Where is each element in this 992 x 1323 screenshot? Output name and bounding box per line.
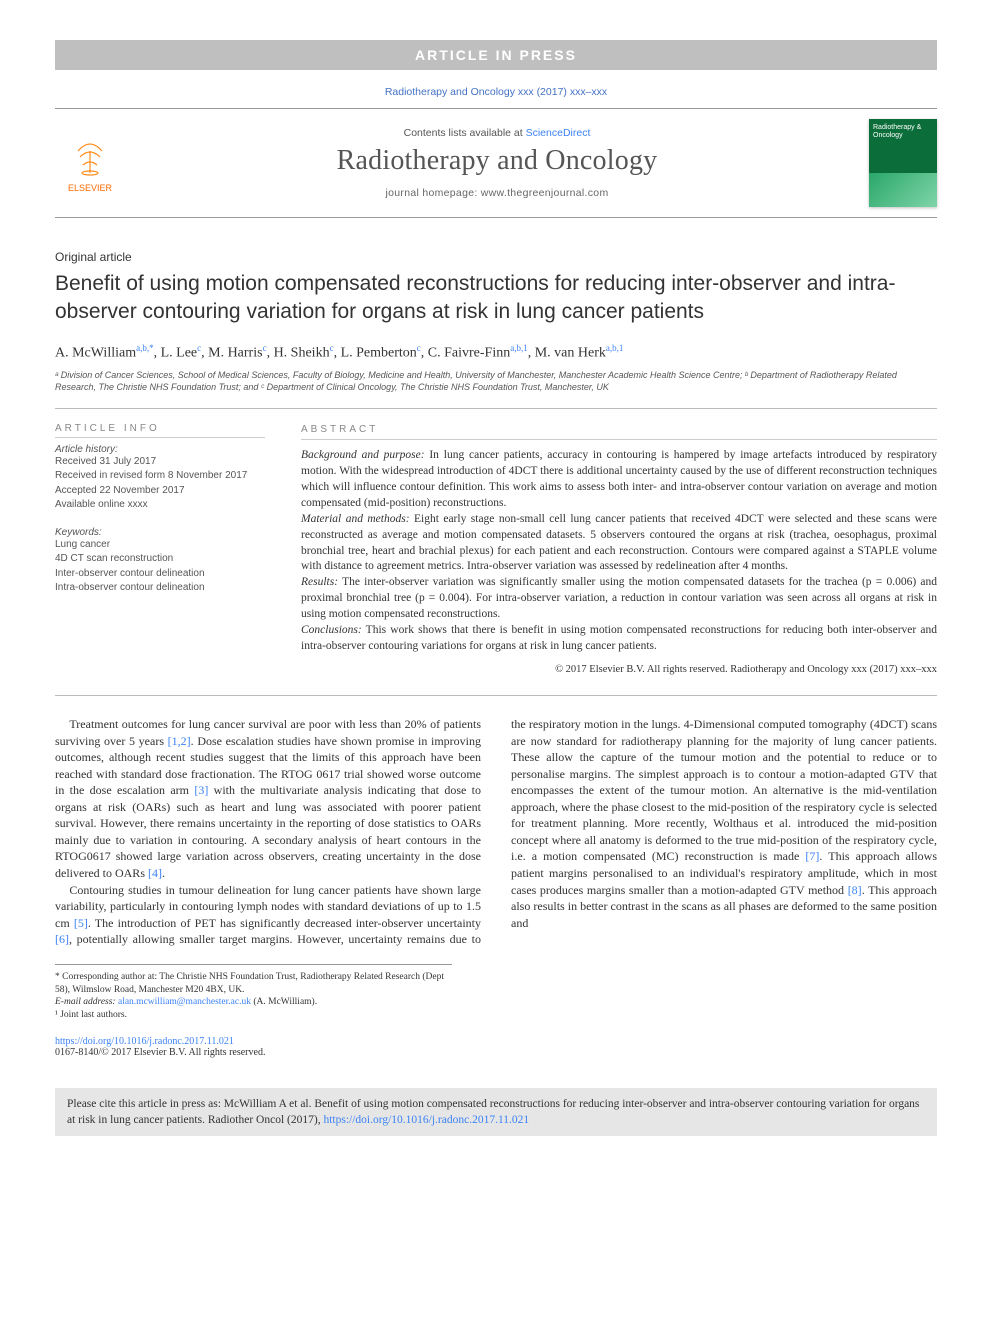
abstract-copyright: © 2017 Elsevier B.V. All rights reserved… [301, 663, 937, 677]
keywords-label: Keywords: [55, 527, 265, 538]
elsevier-logo: ELSEVIER [55, 124, 125, 202]
body-text: with the multivariate analysis indicatin… [55, 783, 481, 880]
email-author: (A. McWilliam). [251, 997, 317, 1007]
citation-3[interactable]: [3] [194, 783, 208, 797]
doi-link[interactable]: https://doi.org/10.1016/j.radonc.2017.11… [55, 1036, 234, 1047]
contents-available: Contents lists available at ScienceDirec… [125, 127, 869, 139]
article-info-heading: ARTICLE INFO [55, 423, 265, 438]
citation-1-2[interactable]: [1,2] [168, 734, 191, 748]
article-body: Treatment outcomes for lung cancer survi… [55, 716, 937, 948]
joint-authors-note: ¹ Joint last authors. [55, 1009, 452, 1022]
email-label: E-mail address: [55, 997, 118, 1007]
citation-doi-link[interactable]: https://doi.org/10.1016/j.radonc.2017.11… [323, 1114, 529, 1126]
citation-5[interactable]: [5] [74, 916, 88, 930]
article-in-press-banner: ARTICLE IN PRESS [55, 40, 937, 70]
abstract-bg-label: Background and purpose: [301, 449, 425, 461]
citation-4[interactable]: [4] [148, 866, 162, 880]
citation-6[interactable]: [6] [55, 932, 69, 946]
abstract-heading: ABSTRACT [301, 423, 937, 441]
journal-title: Radiotherapy and Oncology [125, 145, 869, 177]
body-text: . [162, 866, 165, 880]
sciencedirect-link[interactable]: ScienceDirect [526, 127, 591, 139]
article-history: Received 31 July 2017Received in revised… [55, 455, 265, 513]
article-info: ARTICLE INFO Article history: Received 3… [55, 423, 265, 677]
masthead: ELSEVIER Contents lists available at Sci… [55, 108, 937, 218]
article-title: Benefit of using motion compensated reco… [55, 270, 937, 327]
journal-cover [869, 119, 937, 207]
tree-icon [69, 133, 111, 183]
abstract-mm-label: Material and methods: [301, 513, 410, 525]
citation-box: Please cite this article in press as: Mc… [55, 1088, 937, 1136]
footnotes: * Corresponding author at: The Christie … [55, 964, 452, 1022]
publisher-name: ELSEVIER [68, 183, 112, 193]
journal-homepage: journal homepage: www.thegreenjournal.co… [125, 187, 869, 199]
copyright-line: 0167-8140/© 2017 Elsevier B.V. All right… [55, 1047, 265, 1058]
history-label: Article history: [55, 444, 265, 455]
abstract: ABSTRACT Background and purpose: In lung… [301, 423, 937, 677]
affiliations: ᵃ Division of Cancer Sciences, School of… [55, 369, 937, 408]
author-email-link[interactable]: alan.mcwilliam@manchester.ac.uk [118, 997, 251, 1007]
abstract-res-label: Results: [301, 576, 338, 588]
keywords-list: Lung cancer4D CT scan reconstructionInte… [55, 538, 265, 596]
abstract-con-text: This work shows that there is benefit in… [301, 624, 937, 652]
body-text: . The introduction of PET has significan… [88, 916, 481, 930]
citation-7[interactable]: [7] [805, 849, 819, 863]
abstract-con-label: Conclusions: [301, 624, 362, 636]
citation-8[interactable]: [8] [848, 883, 862, 897]
journal-reference: Radiotherapy and Oncology xxx (2017) xxx… [55, 86, 937, 98]
corresponding-author: * Corresponding author at: The Christie … [55, 971, 452, 997]
abstract-res-text: The inter-observer variation was signifi… [301, 576, 937, 620]
article-type: Original article [55, 250, 937, 264]
doi-block: https://doi.org/10.1016/j.radonc.2017.11… [55, 1036, 937, 1058]
author-list: A. McWilliama,b,*, L. Leec, M. Harrisc, … [55, 343, 937, 362]
